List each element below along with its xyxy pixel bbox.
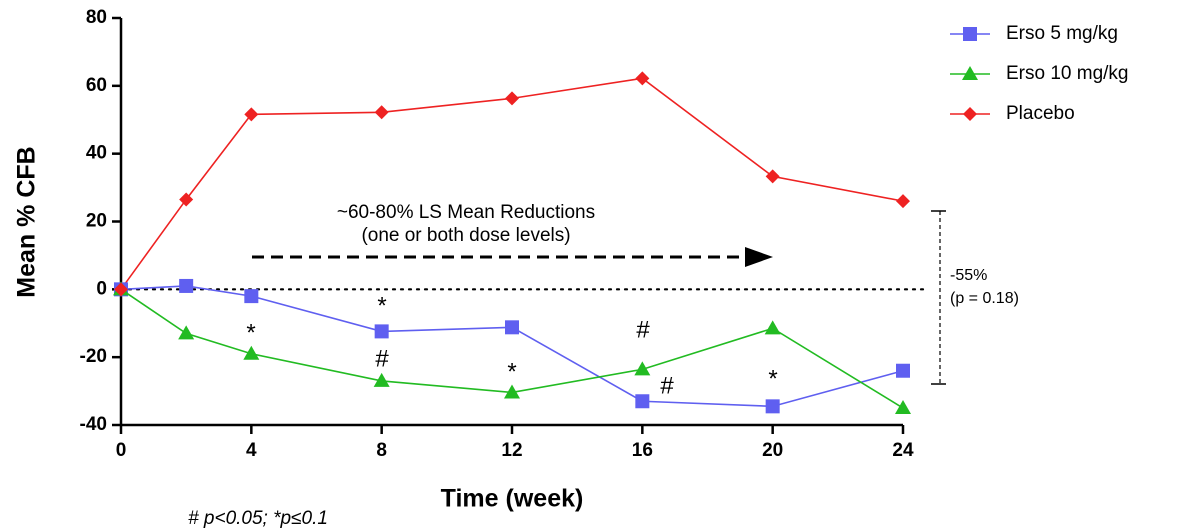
marker: [635, 394, 650, 409]
series-line: [120, 288, 904, 409]
significance-mark: #: [375, 345, 389, 372]
significance-mark: *: [246, 319, 255, 346]
series-line: [120, 77, 904, 290]
marker: [114, 282, 128, 297]
y-tick-label: -20: [80, 346, 107, 367]
y-tick-label: 80: [86, 7, 107, 28]
y-tick-label: 60: [86, 75, 107, 96]
marker: [962, 66, 978, 80]
x-tick-label: 16: [632, 440, 653, 461]
y-tick-label: 0: [96, 278, 107, 299]
footnote: # p<0.05; *p≤0.1: [188, 508, 328, 529]
marker: [178, 325, 195, 340]
x-tick-label: 24: [892, 440, 914, 461]
significance-mark: *: [377, 292, 386, 319]
marker: [634, 361, 651, 376]
annotation: (p = 0.18): [950, 290, 1019, 307]
marker: [244, 289, 259, 304]
annotation: ~60-80% LS Mean Reductions: [337, 202, 595, 223]
x-tick-label: 20: [762, 440, 783, 461]
x-tick-label: 8: [376, 440, 387, 461]
marker: [504, 384, 520, 399]
annotation: -55%: [950, 267, 987, 284]
series-line: [120, 285, 904, 408]
annotation: (one or both dose levels): [361, 225, 570, 246]
marker: [764, 320, 781, 335]
y-tick-label: 40: [86, 143, 107, 164]
marker: [373, 372, 390, 387]
marker: [505, 320, 519, 335]
marker: [374, 105, 389, 120]
marker: [243, 345, 260, 360]
marker: [765, 169, 780, 184]
x-tick-label: 4: [246, 440, 257, 461]
significance-mark: *: [768, 365, 777, 392]
legend-label: Erso 5 mg/kg: [1006, 23, 1118, 44]
marker: [505, 91, 519, 106]
y-tick-label: 20: [86, 211, 107, 232]
y-tick-label: -40: [80, 414, 107, 435]
x-tick-label: 12: [501, 440, 522, 461]
marker: [635, 71, 650, 86]
y-axis-label: Mean % CFB: [13, 146, 41, 297]
x-tick-label: 0: [116, 440, 127, 461]
marker: [896, 194, 910, 209]
arrow-head: [745, 247, 773, 267]
significance-mark: *: [507, 358, 516, 385]
marker: [244, 107, 259, 122]
marker: [963, 107, 977, 121]
marker: [895, 400, 911, 415]
marker: [765, 399, 780, 414]
marker: [179, 192, 194, 207]
marker: [374, 324, 389, 339]
legend-label: Placebo: [1006, 103, 1075, 124]
marker: [896, 363, 910, 378]
legend-label: Erso 10 mg/kg: [1006, 63, 1129, 84]
significance-mark: #: [660, 372, 674, 399]
significance-mark: #: [636, 316, 650, 343]
marker: [179, 278, 194, 293]
x-axis-label: Time (week): [441, 485, 584, 513]
marker: [963, 27, 977, 41]
